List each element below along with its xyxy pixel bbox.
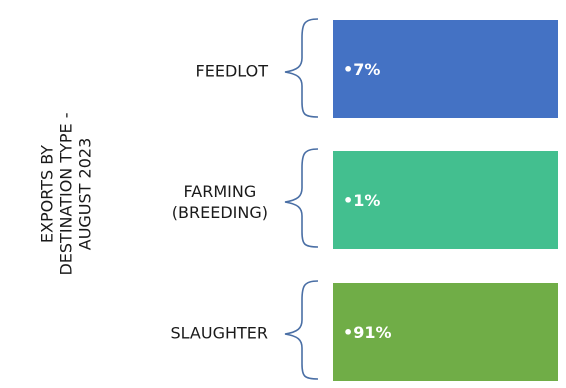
category-label-feedlot: FEEDLOT	[195, 61, 268, 81]
brace-feedlot	[284, 18, 319, 118]
brace-slaughter	[284, 280, 319, 380]
value-slaughter: •91%	[343, 322, 392, 342]
value-feedlot: •7%	[343, 59, 381, 79]
category-label-slaughter: SLAUGHTER	[170, 323, 268, 343]
brace-farming	[284, 148, 319, 248]
value-box-farming: •1%	[333, 151, 558, 249]
value-farming: •1%	[343, 190, 381, 210]
value-box-feedlot: •7%	[333, 20, 558, 118]
value-box-slaughter: •91%	[333, 283, 558, 381]
diagram-title: EXPORTS BY DESTINATION TYPE - AUGUST 202…	[37, 112, 95, 276]
category-label-farming: FARMING (BREEDING)	[171, 182, 268, 222]
